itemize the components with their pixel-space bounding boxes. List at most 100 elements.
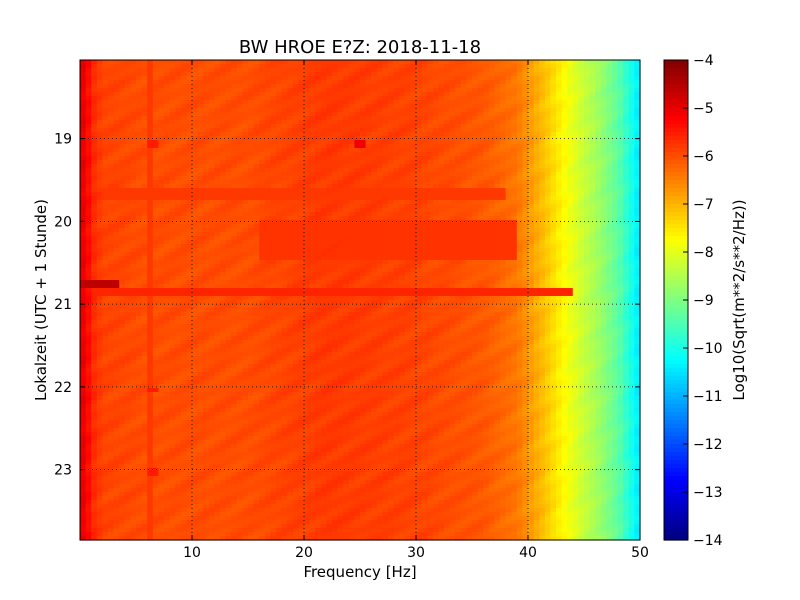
heatmap-cell [348, 112, 355, 117]
heatmap-cell [248, 148, 255, 153]
heatmap-cell [472, 88, 479, 93]
heatmap-cell [438, 116, 445, 121]
heatmap-cell [488, 144, 495, 149]
heatmap-cell [270, 76, 277, 81]
heatmap-cell [236, 128, 243, 133]
heatmap-cell [220, 188, 227, 193]
heatmap-cell [572, 188, 579, 193]
heatmap-cell [248, 88, 255, 93]
heatmap-cell [623, 148, 630, 153]
heatmap-cell [270, 100, 277, 105]
heatmap-cell [623, 204, 630, 209]
heatmap-cell [96, 76, 103, 81]
heatmap-cell [539, 88, 546, 93]
heatmap-cell [584, 248, 591, 253]
heatmap-cell [236, 108, 243, 113]
heatmap-cell [225, 60, 232, 65]
heatmap-cell [276, 116, 283, 121]
heatmap-cell [628, 212, 635, 217]
heatmap-cell [488, 148, 495, 153]
heatmap-cell [404, 244, 411, 249]
heatmap-cell [500, 84, 507, 89]
heatmap-cell [292, 140, 299, 145]
heatmap-cell [416, 220, 423, 225]
heatmap-cell [483, 200, 490, 205]
heatmap-cell [550, 128, 557, 133]
heatmap-cell [606, 180, 613, 185]
heatmap-cell [113, 84, 120, 89]
heatmap-cell [600, 68, 607, 73]
heatmap-cell [494, 100, 501, 105]
heatmap-cell [320, 204, 327, 209]
heatmap-cell [158, 248, 165, 253]
heatmap-cell [91, 100, 98, 105]
heatmap-cell [85, 200, 92, 205]
heatmap-cell [253, 112, 260, 117]
heatmap-cell [102, 228, 109, 233]
heatmap-cell [427, 168, 434, 173]
heatmap-cell [410, 140, 417, 145]
heatmap-cell [634, 228, 641, 233]
heatmap-cell [472, 196, 479, 201]
heatmap-cell [494, 252, 501, 257]
heatmap-cell [533, 212, 540, 217]
heatmap-cell [108, 256, 115, 261]
heatmap-cell [550, 124, 557, 129]
heatmap-cell [326, 184, 333, 189]
heatmap-cell [578, 76, 585, 81]
heatmap-cell [152, 88, 159, 93]
heatmap-cell [410, 184, 417, 189]
heatmap-cell [276, 212, 283, 217]
heatmap-cell [399, 120, 406, 125]
heatmap-cell [494, 80, 501, 85]
heatmap-cell [427, 104, 434, 109]
heatmap-cell [500, 168, 507, 173]
heatmap-cell [197, 68, 204, 73]
heatmap-cell [337, 100, 344, 105]
heatmap-cell [248, 188, 255, 193]
heatmap-cell [455, 252, 462, 257]
heatmap-cell [270, 248, 277, 253]
heatmap-cell [427, 156, 434, 161]
heatmap-cell [483, 256, 490, 261]
heatmap-cell [343, 172, 350, 177]
heatmap-cell [91, 108, 98, 113]
heatmap-cell [253, 200, 260, 205]
heatmap-cell [612, 160, 619, 165]
heatmap-cell [399, 176, 406, 181]
heatmap-cell [617, 228, 624, 233]
heatmap-cell [220, 68, 227, 73]
heatmap-cell [460, 108, 467, 113]
heatmap-cell [130, 208, 137, 213]
heatmap-cell [320, 228, 327, 233]
heatmap-cell [427, 180, 434, 185]
heatmap-cell [192, 96, 199, 101]
heatmap-cell [539, 132, 546, 137]
heatmap-cell [421, 240, 428, 245]
heatmap-cell [203, 256, 210, 261]
heatmap-cell [410, 240, 417, 245]
heatmap-cell [360, 104, 367, 109]
heatmap-cell [119, 160, 126, 165]
heatmap-cell [208, 200, 215, 205]
heatmap-cell [180, 232, 187, 237]
heatmap-cell [242, 168, 249, 173]
heatmap-cell [388, 60, 395, 65]
heatmap-cell [85, 124, 92, 129]
heatmap-cell [130, 160, 137, 165]
heatmap-cell [264, 108, 271, 113]
heatmap-cell [85, 224, 92, 229]
heatmap-cell [416, 112, 423, 117]
heatmap-cell [147, 172, 154, 177]
heatmap-cell [259, 256, 266, 261]
heatmap-cell [584, 100, 591, 105]
heatmap-cell [348, 248, 355, 253]
heatmap-cell [281, 132, 288, 137]
heatmap-cell [556, 192, 563, 197]
heatmap-cell [292, 136, 299, 141]
heatmap-cell [584, 172, 591, 177]
heatmap-cell [432, 148, 439, 153]
heatmap-cell [119, 176, 126, 181]
heatmap-cell [539, 196, 546, 201]
heatmap-cell [416, 60, 423, 65]
